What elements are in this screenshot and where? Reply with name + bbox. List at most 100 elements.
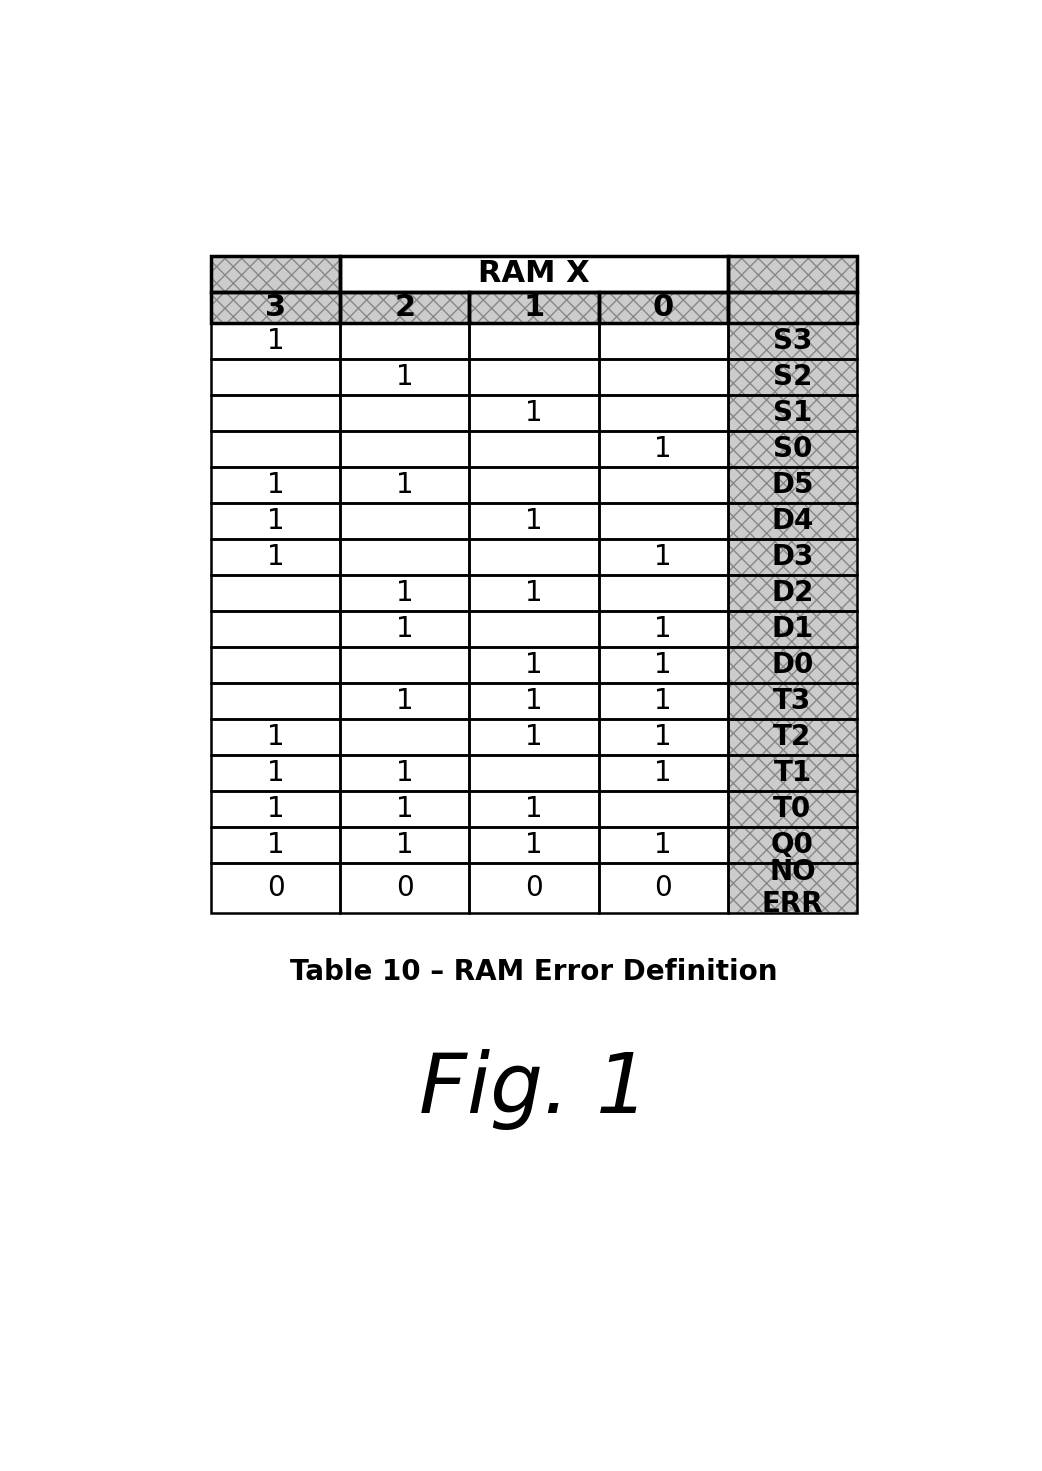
Text: NO
ERR: NO ERR [762, 858, 823, 918]
Bar [599, 396, 728, 431]
Text: 1: 1 [525, 507, 543, 535]
Bar [469, 719, 599, 756]
Bar [469, 791, 599, 828]
Bar [210, 256, 340, 291]
Bar [728, 647, 857, 684]
Text: Q0: Q0 [771, 831, 814, 859]
Bar [340, 719, 469, 756]
Bar [469, 431, 599, 468]
Bar [210, 791, 340, 828]
Bar [599, 291, 728, 324]
Bar [340, 575, 469, 612]
Bar [340, 256, 728, 291]
Bar [599, 468, 728, 503]
Bar [728, 684, 857, 719]
Bar [469, 324, 599, 359]
Bar [728, 324, 857, 359]
Bar [469, 828, 599, 863]
Text: T0: T0 [773, 796, 812, 824]
Bar [210, 324, 340, 359]
Bar [599, 863, 728, 913]
Bar [210, 540, 340, 575]
Bar [340, 359, 469, 396]
Bar [210, 684, 340, 719]
Bar [728, 503, 857, 540]
Bar [728, 396, 857, 431]
Bar [469, 359, 599, 396]
Bar [340, 431, 469, 468]
Bar [340, 828, 469, 863]
Text: 1: 1 [525, 724, 543, 752]
Text: 1: 1 [654, 435, 672, 463]
Bar [728, 791, 857, 828]
Bar [210, 291, 340, 324]
Bar [469, 431, 599, 468]
Bar [728, 468, 857, 503]
Text: 1: 1 [267, 507, 284, 535]
Bar [599, 612, 728, 647]
Bar [340, 396, 469, 431]
Text: S2: S2 [773, 363, 812, 391]
Bar [469, 359, 599, 396]
Text: S0: S0 [773, 435, 812, 463]
Bar [728, 756, 857, 791]
Text: 0: 0 [396, 874, 414, 902]
Bar [469, 396, 599, 431]
Bar [728, 612, 857, 647]
Text: D3: D3 [771, 543, 814, 571]
Bar [210, 791, 340, 828]
Bar [340, 791, 469, 828]
Bar [599, 575, 728, 612]
Bar [469, 291, 599, 324]
Bar [599, 791, 728, 828]
Bar [469, 863, 599, 913]
Text: D2: D2 [771, 580, 814, 608]
Bar [599, 359, 728, 396]
Bar [210, 756, 340, 791]
Bar [469, 540, 599, 575]
Text: D1: D1 [771, 615, 814, 643]
Bar [210, 828, 340, 863]
Bar [210, 396, 340, 431]
Text: 1: 1 [396, 759, 414, 787]
Bar [469, 503, 599, 540]
Bar [340, 359, 469, 396]
Bar [340, 612, 469, 647]
Text: T3: T3 [773, 687, 812, 715]
Bar [340, 756, 469, 791]
Bar [210, 324, 340, 359]
Bar [210, 684, 340, 719]
Bar [469, 719, 599, 756]
Text: D5: D5 [771, 472, 814, 500]
Text: 1: 1 [396, 615, 414, 643]
Bar [599, 396, 728, 431]
Bar [728, 291, 857, 324]
Bar [599, 612, 728, 647]
Text: 1: 1 [525, 652, 543, 680]
Bar [728, 431, 857, 468]
Text: 0: 0 [652, 293, 674, 322]
Bar [340, 468, 469, 503]
Bar [340, 291, 469, 324]
Bar [210, 575, 340, 612]
Text: 1: 1 [525, 831, 543, 859]
Bar [210, 863, 340, 913]
Bar [340, 256, 728, 291]
Bar [340, 431, 469, 468]
Text: D0: D0 [771, 652, 814, 680]
Bar [469, 684, 599, 719]
Text: D4: D4 [771, 507, 814, 535]
Bar [728, 863, 857, 913]
Bar [340, 828, 469, 863]
Bar [469, 540, 599, 575]
Bar [340, 540, 469, 575]
Text: 1: 1 [267, 759, 284, 787]
Bar [340, 503, 469, 540]
Text: 1: 1 [267, 796, 284, 824]
Bar [599, 828, 728, 863]
Bar [340, 396, 469, 431]
Bar [210, 612, 340, 647]
Bar [728, 828, 857, 863]
Bar [599, 291, 728, 324]
Text: 0: 0 [267, 874, 284, 902]
